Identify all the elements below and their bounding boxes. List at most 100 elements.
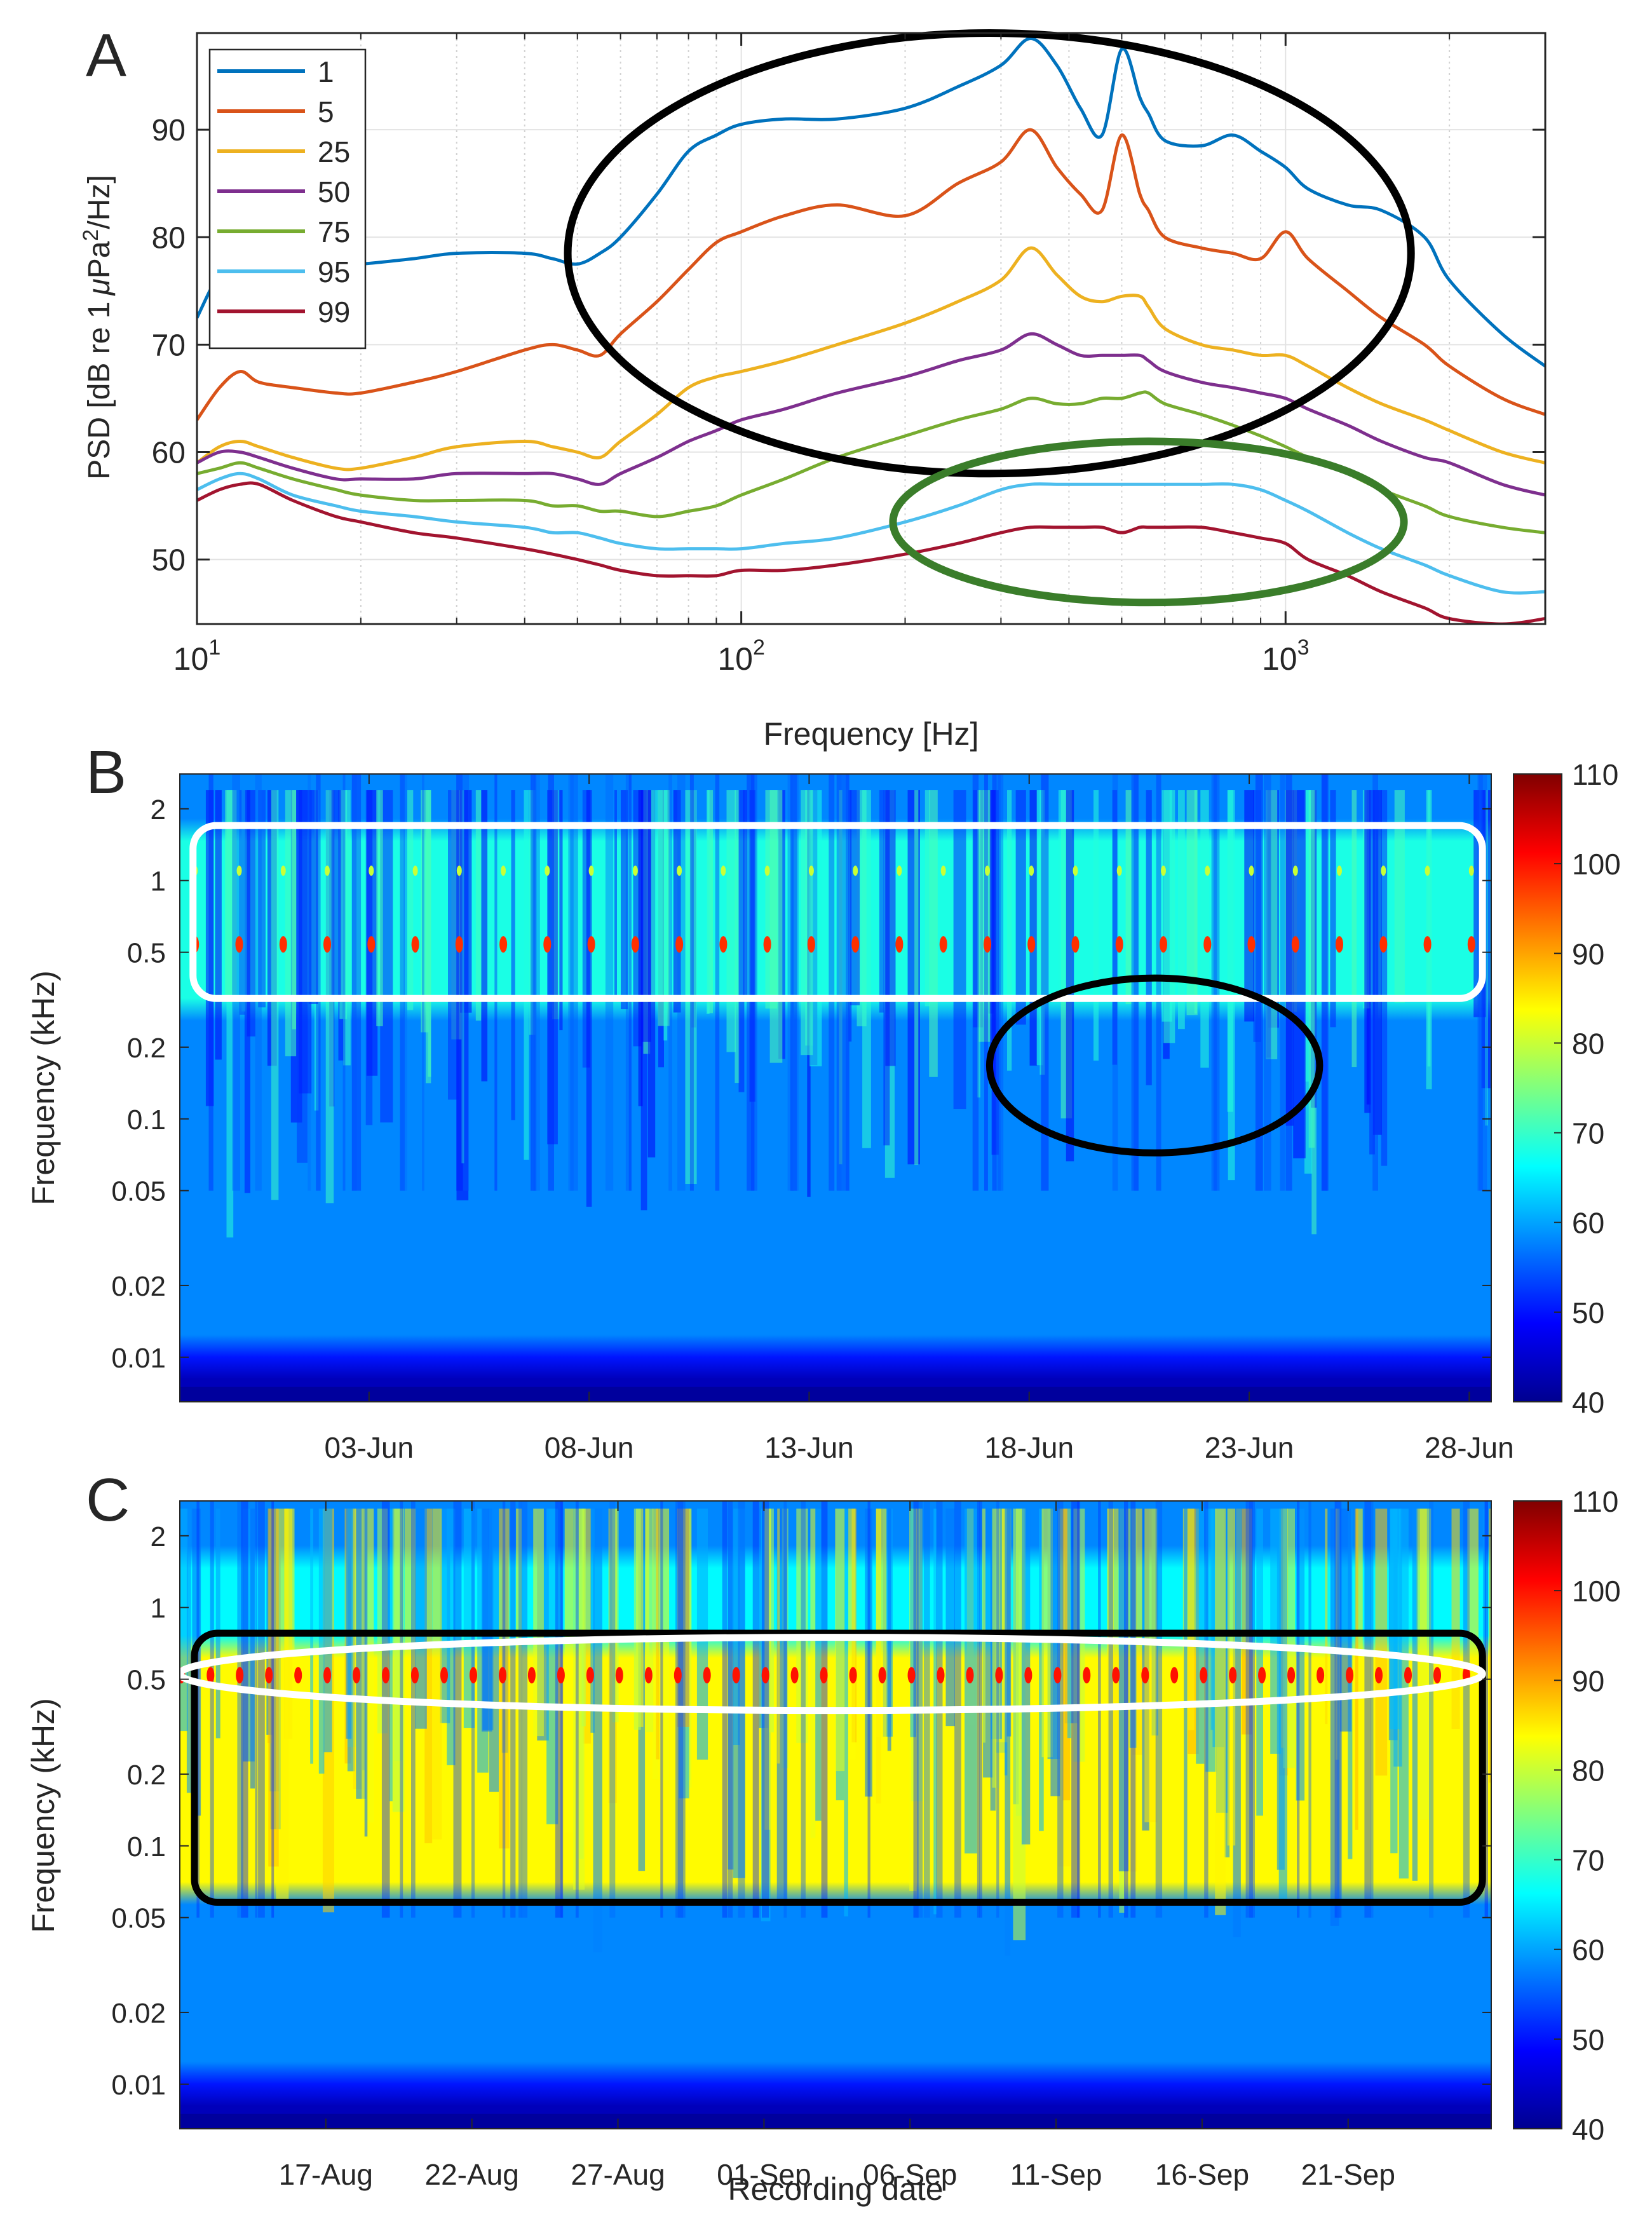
spectrogram-gap [568,774,574,1191]
spectrogram-streak [1118,1509,1129,1871]
spectrogram-streak [801,790,813,1055]
spectrogram-streak [914,790,919,1165]
spectrogram-gap [548,774,554,1191]
spectrogram-streak [392,1509,405,1812]
tonal-peak [761,1667,769,1684]
spectrogram-streak [376,790,383,1026]
spectrogram-streak [1067,1509,1071,1739]
spectrogram-streak [180,1509,188,1732]
panel-b-spectrogram [180,774,1491,1402]
spectrogram-streak [1125,790,1132,1005]
spectrogram-gap [471,1501,475,1918]
spectrogram-streak [839,790,843,1165]
ellipse-annotation [180,1634,1486,1714]
harmonic-peak [1073,865,1078,876]
panel-b: B 2 1 0.5 0.2 0.1 0.05 0.02 0.01 03-Jun 08-Jun 13-… [25,738,1621,1464]
spectrogram-streak [593,1509,602,1953]
y-tick-label: 0.2 [127,1033,166,1064]
spectrogram-gap [1484,1501,1488,1918]
spectrogram-gap [1264,774,1271,1191]
tonal-peak [820,1667,828,1684]
tonal-peak [631,936,639,953]
tonal-peak [1423,936,1432,953]
panel-a-xlabel: Frequency [Hz] [763,716,978,752]
spectrogram-gap [1463,1501,1470,1918]
colorbar-tick-label: 40 [1572,2113,1604,2146]
spectrogram-streak [1369,790,1375,1155]
tonal-peak [732,1667,740,1684]
spectrogram-gap [1371,1501,1374,1918]
spectrogram-gap [677,774,686,1191]
spectrogram-gap [342,774,346,1191]
spectrogram-streak [848,790,852,1042]
tonal-peak [586,1667,594,1684]
spectrogram-streak [1489,1509,1491,1783]
panel-c-spectrogram [180,1501,1491,2129]
x-tick-label: 28-Jun [1425,1431,1514,1464]
y-tick-label: 0.5 [127,1665,166,1696]
panel-c: C 2 1 0.5 0.2 0.1 0.05 0.02 0.01 17-Aug 22-Aug 27-… [25,1466,1621,2207]
spectrogram-streak [1161,790,1172,1022]
tonal-peak [1071,936,1080,953]
spectrogram-gap [255,1501,258,1918]
spectrogram-streak [1330,790,1336,1028]
spectrogram-streak [481,790,488,1082]
x-tick-label: 21-Sep [1301,2158,1395,2191]
tonal-peak [1083,1667,1091,1684]
panel-a: A 101 102 103 50 60 70 80 90 1 5 25 50 75 95 99 PSD [… [79,22,1547,752]
x-tick-label: 23-Jun [1205,1431,1294,1464]
spectrogram-streak [638,790,643,1106]
spectrogram-streak [426,790,431,1083]
harmonic-peak [1292,865,1298,876]
spectrogram-streak [945,1509,955,1727]
spectrogram-streak [673,790,681,1013]
colorbar-tick-label: 40 [1572,1386,1604,1419]
tonal-peak [995,1667,1003,1684]
colorbar-tick-label: 60 [1572,1207,1604,1240]
spectrogram-streak [415,1509,427,1729]
spectrogram-gap [532,774,540,1191]
spectrogram-gap [271,1501,274,1918]
spectrogram-streak [1266,790,1278,1059]
tonal-peak [1291,936,1299,953]
spectrogram-streak [1305,790,1310,1082]
spectrogram-streak [205,790,214,1106]
spectrogram-streak [1129,1509,1137,1748]
spectrogram-gap [747,774,755,1191]
spectrogram-streak [239,790,245,1015]
tonal-peak [543,936,552,953]
spectrogram-gap [400,1501,403,1918]
spectrogram-streak [1256,1509,1263,1816]
spectrogram-gap [400,774,405,1191]
spectrogram-streak [247,790,255,1037]
tonal-peak [644,1667,653,1684]
spectrogram-streak [876,1509,887,1737]
tonal-peak [878,1667,886,1684]
spectrogram-gap [715,774,720,1191]
colorbar-tick-label: 110 [1572,1485,1618,1518]
spectrogram-streak [448,790,459,1100]
spectrogram-gap [628,774,632,1191]
colorbar-tick-label: 50 [1572,1296,1604,1329]
spectrogram-streak [1351,790,1357,1068]
spectrogram-streak [1482,1509,1486,1724]
colorbar-tick-label: 50 [1572,2023,1604,2056]
spectrogram-streak [850,790,860,1006]
tonal-peak [587,936,595,953]
spectrogram-gap [533,774,537,1191]
harmonic-peak [1337,865,1342,876]
y-tick-label: 2 [151,1521,166,1552]
tonal-peak [1170,1667,1179,1684]
spectrogram-gap [998,774,1004,1191]
spectrogram-gap [792,774,799,1191]
spectrogram-gap [351,774,356,1191]
tonal-peak [763,936,771,953]
spectrogram-streak [215,1509,220,1739]
tonal-peak [1112,1667,1120,1684]
spectrogram-streak [1451,1509,1460,1729]
spectrogram-gap [790,774,797,1191]
spectrogram-streak [250,1509,255,1789]
spectrogram-streak [546,1509,559,1824]
panel-c-axes-box [179,1500,1492,2129]
harmonic-peak [545,865,550,876]
